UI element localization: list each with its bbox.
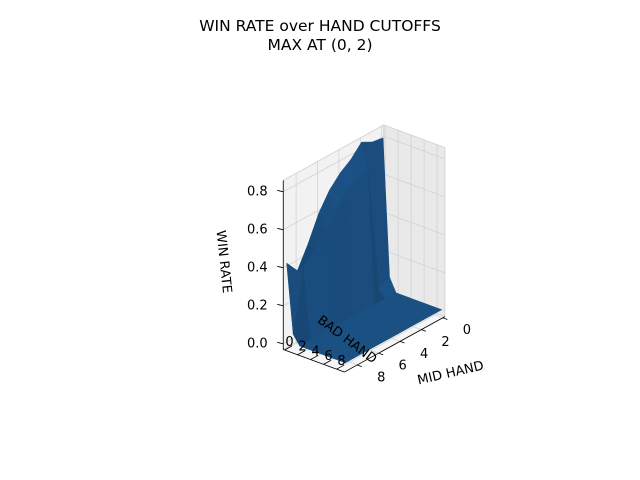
y-tick [336, 364, 345, 370]
x-tick [357, 364, 362, 368]
x-tick [421, 329, 427, 332]
x-tick-label: 6 [399, 359, 407, 374]
y-tick-label: 8 [337, 354, 345, 369]
chart-title: WIN RATE over HAND CUTOFFS [199, 17, 441, 35]
y-axis-line [283, 349, 345, 373]
z-tick [277, 189, 284, 193]
chart-subtitle: MAX AT (0, 2) [267, 36, 373, 54]
y-tick-label: 6 [324, 349, 332, 364]
z-tick-label: 0.2 [247, 298, 268, 313]
z-tick [277, 303, 284, 307]
x-tick [399, 341, 405, 344]
z-tick-label: 0.4 [247, 260, 268, 275]
z-tick-label: 0.6 [247, 222, 268, 237]
x-tick-label: 0 [463, 323, 471, 338]
x-tick [442, 317, 448, 320]
y-tick-label: 4 [311, 344, 319, 359]
y-gridline [336, 144, 438, 370]
x-axis-line [344, 316, 446, 373]
z-tick-label: 0.8 [247, 184, 268, 199]
y-tick [323, 359, 332, 365]
y-tick [297, 350, 306, 356]
surface-patch [423, 306, 442, 316]
z-tick [277, 227, 284, 231]
x-tick [378, 352, 384, 356]
x-axis-label: MID HAND [416, 359, 485, 389]
z-tick [277, 265, 284, 269]
z-tick-label: 0.0 [247, 336, 268, 351]
y-tick-label: 0 [285, 335, 293, 350]
y-tick [284, 345, 293, 351]
z-tick [277, 341, 284, 345]
y-tick [310, 355, 319, 360]
z-gridline [283, 135, 446, 193]
y-tick-label: 2 [298, 340, 306, 355]
x-tick-label: 8 [377, 370, 385, 385]
x-tick-label: 2 [441, 335, 449, 350]
x-tick-label: 4 [420, 347, 428, 362]
z-axis-label: WIN RATE [213, 230, 235, 294]
